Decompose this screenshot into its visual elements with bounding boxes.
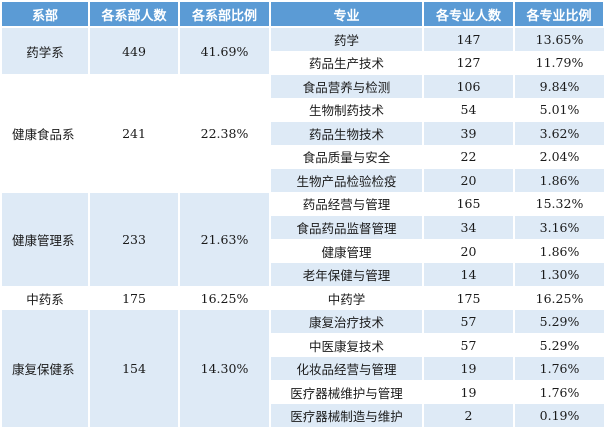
major-name: 食品质量与安全 — [271, 145, 422, 169]
major-count: 147 — [424, 28, 513, 51]
department-count: 154 — [90, 310, 178, 427]
major-ratio: 13.65% — [515, 28, 604, 51]
major-name: 健康管理 — [271, 239, 422, 263]
major-name: 食品药品监督管理 — [271, 216, 422, 239]
major-name: 药学 — [271, 28, 422, 51]
major-name: 医疗器械维护与管理 — [271, 380, 422, 404]
major-count: 175 — [424, 286, 513, 310]
department-name: 中药系 — [2, 286, 88, 310]
major-name: 医疗器械制造与维护 — [271, 404, 422, 427]
department-name: 药学系 — [2, 28, 88, 75]
major-ratio: 3.16% — [515, 216, 604, 239]
department-name: 健康管理系 — [2, 192, 88, 286]
major-name: 药品生产技术 — [271, 51, 422, 75]
department-name: 康复保健系 — [2, 310, 88, 427]
major-ratio: 1.76% — [515, 380, 604, 404]
major-count: 19 — [424, 380, 513, 404]
major-count: 54 — [424, 98, 513, 122]
major-name: 中医康复技术 — [271, 333, 422, 357]
major-count: 165 — [424, 192, 513, 216]
major-ratio: 3.62% — [515, 122, 604, 145]
department-ratio: 16.25% — [180, 286, 269, 310]
major-ratio: 5.29% — [515, 310, 604, 333]
header-dept-count: 各系部人数 — [90, 2, 178, 26]
major-count: 14 — [424, 263, 513, 286]
major-count: 22 — [424, 145, 513, 169]
major-ratio: 5.29% — [515, 333, 604, 357]
major-ratio: 1.86% — [515, 169, 604, 192]
major-count: 34 — [424, 216, 513, 239]
department-count: 233 — [90, 192, 178, 286]
major-ratio: 11.79% — [515, 51, 604, 75]
major-name: 生物制药技术 — [271, 98, 422, 122]
major-name: 生物产品检验检疫 — [271, 169, 422, 192]
department-count: 175 — [90, 286, 178, 310]
major-ratio: 1.76% — [515, 357, 604, 380]
major-ratio: 1.30% — [515, 263, 604, 286]
major-ratio: 0.19% — [515, 404, 604, 427]
header-major: 专业 — [271, 2, 422, 26]
major-ratio: 15.32% — [515, 192, 604, 216]
major-count: 2 — [424, 404, 513, 427]
department-ratio: 21.63% — [180, 192, 269, 286]
department-ratio: 41.69% — [180, 28, 269, 75]
major-name: 老年保健与管理 — [271, 263, 422, 286]
major-ratio: 16.25% — [515, 286, 604, 310]
department-name: 健康食品系 — [2, 75, 88, 192]
major-count: 57 — [424, 333, 513, 357]
department-ratio: 22.38% — [180, 75, 269, 192]
major-name: 药品经营与管理 — [271, 192, 422, 216]
major-name: 中药学 — [271, 286, 422, 310]
major-count: 20 — [424, 169, 513, 192]
major-count: 106 — [424, 75, 513, 98]
major-ratio: 2.04% — [515, 145, 604, 169]
header-major-count: 各专业人数 — [424, 2, 513, 26]
major-ratio: 1.86% — [515, 239, 604, 263]
major-count: 19 — [424, 357, 513, 380]
major-ratio: 5.01% — [515, 98, 604, 122]
major-count: 20 — [424, 239, 513, 263]
major-count: 39 — [424, 122, 513, 145]
department-count: 241 — [90, 75, 178, 192]
header-major-ratio: 各专业比例 — [515, 2, 603, 26]
department-count: 449 — [90, 28, 178, 75]
header-dept-ratio: 各系部比例 — [180, 2, 269, 26]
major-name: 药品生物技术 — [271, 122, 422, 145]
header-dept: 系部 — [2, 2, 88, 26]
major-ratio: 9.84% — [515, 75, 604, 98]
major-count: 127 — [424, 51, 513, 75]
major-name: 康复治疗技术 — [271, 310, 422, 333]
major-name: 食品营养与检测 — [271, 75, 422, 98]
major-name: 化妆品经营与管理 — [271, 357, 422, 380]
major-count: 57 — [424, 310, 513, 333]
department-ratio: 14.30% — [180, 310, 269, 427]
